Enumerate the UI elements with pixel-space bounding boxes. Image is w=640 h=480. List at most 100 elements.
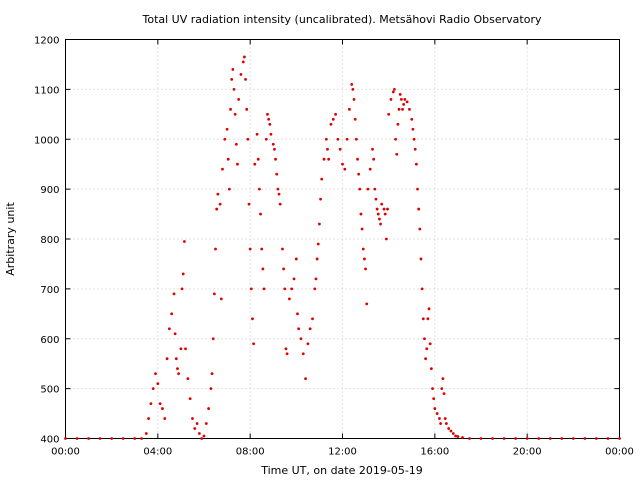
data-point	[454, 434, 458, 438]
data-point	[193, 427, 197, 430]
data-point	[319, 197, 322, 201]
data-point	[414, 162, 418, 166]
data-point	[242, 55, 246, 59]
data-point	[606, 437, 610, 440]
data-point	[351, 87, 355, 91]
data-point	[380, 202, 384, 206]
data-point	[421, 317, 425, 321]
y-tick-label: 900	[40, 185, 59, 196]
data-point	[271, 142, 275, 146]
data-point	[255, 132, 259, 136]
data-point	[383, 212, 387, 216]
data-point	[444, 422, 448, 425]
data-point	[449, 429, 453, 433]
data-point	[278, 202, 282, 206]
data-point	[180, 287, 184, 291]
data-point	[359, 212, 363, 216]
data-point	[374, 197, 378, 201]
data-point	[525, 437, 529, 440]
data-point	[149, 402, 153, 405]
data-point	[283, 287, 287, 291]
data-point	[410, 117, 414, 121]
data-point	[232, 87, 236, 91]
data-point	[282, 267, 286, 271]
data-point	[343, 167, 347, 171]
data-point	[140, 437, 144, 440]
data-point	[163, 417, 167, 420]
data-point	[156, 382, 160, 386]
data-point	[418, 227, 422, 231]
data-point	[253, 162, 257, 166]
data-point	[165, 357, 169, 361]
x-tick-label: 20:00	[513, 447, 542, 458]
data-point	[360, 227, 364, 231]
data-point	[583, 437, 587, 440]
data-point	[461, 436, 464, 439]
data-point	[443, 417, 447, 420]
data-point	[188, 397, 192, 400]
data-point	[276, 187, 280, 191]
data-point	[184, 347, 187, 351]
data-point	[438, 417, 441, 420]
chart-title: Total UV radiation intensity (uncalibrat…	[142, 13, 542, 26]
data-point	[266, 112, 269, 116]
data-point	[244, 78, 247, 81]
data-point	[170, 312, 174, 316]
data-point	[274, 157, 277, 161]
data-point	[292, 277, 296, 281]
data-point	[248, 247, 252, 251]
data-point	[432, 397, 436, 400]
data-point	[425, 347, 429, 351]
data-point	[441, 377, 445, 381]
data-point	[402, 102, 406, 106]
data-point	[345, 137, 349, 141]
data-point	[216, 192, 220, 196]
y-tick-label: 500	[40, 385, 59, 396]
data-point	[204, 422, 208, 425]
y-tick-label: 700	[40, 285, 59, 296]
data-point	[144, 432, 148, 435]
data-point	[231, 68, 235, 71]
data-point	[306, 342, 310, 346]
data-point	[245, 107, 249, 111]
data-point	[560, 437, 564, 440]
data-point	[207, 407, 211, 410]
data-point	[324, 137, 328, 141]
data-point	[218, 202, 222, 206]
data-point	[423, 337, 426, 341]
data-point	[275, 172, 279, 176]
data-point	[571, 437, 575, 440]
data-point	[249, 287, 253, 291]
data-point	[361, 247, 365, 251]
data-point	[179, 347, 183, 351]
data-point	[182, 240, 186, 243]
data-point	[440, 387, 444, 391]
data-point	[311, 317, 314, 321]
data-point	[256, 157, 260, 161]
data-point	[229, 107, 232, 111]
data-point	[239, 73, 243, 76]
data-point	[429, 367, 433, 371]
data-point	[320, 177, 324, 181]
data-point	[382, 207, 386, 211]
data-point	[121, 437, 125, 440]
data-point	[451, 432, 455, 435]
data-point	[595, 437, 598, 440]
y-tick-label: 1100	[34, 85, 59, 96]
data-point	[64, 437, 67, 440]
data-point	[299, 337, 303, 341]
data-point	[326, 147, 329, 151]
data-point	[427, 307, 431, 311]
data-point	[396, 122, 400, 126]
data-point	[154, 372, 157, 376]
data-point	[258, 187, 261, 191]
data-point	[316, 242, 320, 246]
data-point	[331, 117, 335, 121]
x-tick-label: 08:00	[236, 447, 265, 458]
data-point	[548, 437, 552, 440]
data-point	[288, 297, 291, 301]
data-point	[167, 327, 171, 331]
data-point	[75, 437, 79, 440]
data-point	[389, 97, 393, 101]
